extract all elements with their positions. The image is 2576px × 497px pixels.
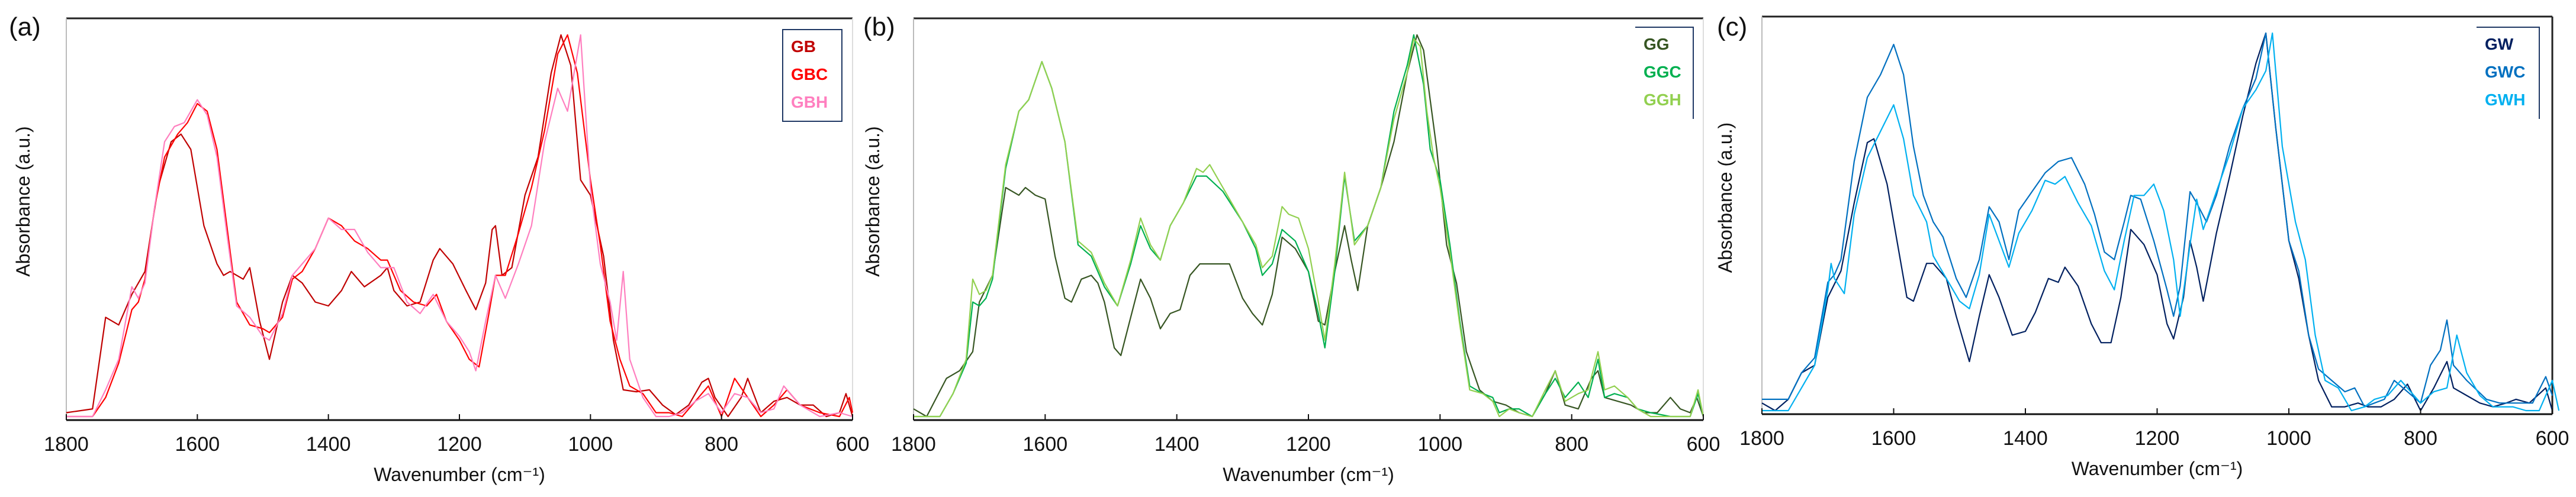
- series-line-gbc: [66, 34, 854, 418]
- legend-entry-gg: GG: [1644, 35, 1670, 53]
- x-tick-label: 1200: [1286, 433, 1331, 456]
- x-axis-title: Wavenumber (cm⁻¹): [2072, 458, 2243, 479]
- legend-entry-ggh: GGH: [1644, 91, 1681, 109]
- legend-entry-gwc: GWC: [2485, 63, 2525, 81]
- legend-entry-gbh: GBH: [791, 93, 828, 111]
- x-tick-label: 1800: [891, 433, 936, 456]
- legend-box: [2477, 27, 2540, 119]
- series-line-gwc: [1762, 32, 2554, 408]
- panel-b: 1800 1600 1400 1200 1000 800 600 Wavenumber (cm…: [862, 12, 1720, 485]
- series-line-gwh: [1762, 32, 2560, 412]
- x-tick-label: 1600: [175, 433, 220, 456]
- x-axis-title: Wavenumber (cm⁻¹): [1223, 464, 1394, 485]
- y-axis-title: Absorbance (a.u.): [862, 126, 883, 276]
- x-tick-label: 600: [1687, 433, 1720, 456]
- panel-a: 1800 1600 1400 1200 1000 800 600 Wavenumber (cm…: [9, 12, 869, 485]
- legend-box: [782, 29, 842, 122]
- x-tick-label: 1200: [437, 433, 482, 456]
- legend: GG GGC GGH: [1635, 27, 1694, 119]
- legend: GW GWC GWH: [2477, 27, 2540, 119]
- panel-label: (b): [863, 12, 895, 41]
- x-tick-label: 1800: [44, 433, 89, 456]
- x-tick-label: 1600: [1023, 433, 1068, 456]
- panel-c: 1800 1600 1400 1200 1000 800 600 Wavenumber (cm…: [1715, 12, 2569, 479]
- series-line-gb: [66, 34, 854, 418]
- x-tick-label: 1800: [1739, 427, 1784, 450]
- x-tick-label: 1000: [2266, 427, 2311, 450]
- x-tick-label: 600: [2536, 427, 2569, 450]
- x-tick-label: 1000: [568, 433, 613, 456]
- legend-entry-ggc: GGC: [1644, 63, 1681, 81]
- x-tick-label: 800: [705, 433, 738, 456]
- x-tick-label: 1000: [1418, 433, 1463, 456]
- y-axis-title: Absorbance (a.u.): [12, 126, 34, 276]
- x-tick-label: 1400: [1154, 433, 1199, 456]
- legend-box: [1635, 27, 1694, 119]
- x-axis-title: Wavenumber (cm⁻¹): [374, 464, 545, 485]
- x-tick-label: 1200: [2135, 427, 2180, 450]
- series-line-gbh: [66, 34, 853, 418]
- legend-entry-gwh: GWH: [2485, 91, 2525, 109]
- legend-entry-gbc: GBC: [791, 65, 828, 83]
- panel-label: (c): [1717, 12, 1747, 41]
- x-tick-label: 1400: [306, 433, 351, 456]
- legend-entry-gb: GB: [791, 37, 816, 56]
- legend-entry-gw: GW: [2485, 35, 2514, 53]
- x-tick-label: 600: [836, 433, 870, 456]
- series-line-ggh: [914, 38, 1705, 418]
- legend: GB GBC GBH: [782, 29, 842, 122]
- x-tick-label: 1600: [1871, 427, 1916, 450]
- y-axis-title: Absorbance (a.u.): [1715, 122, 1736, 273]
- panel-label: (a): [9, 12, 41, 41]
- x-tick-label: 800: [1555, 433, 1588, 456]
- x-tick-label: 800: [2404, 427, 2437, 450]
- series-line-gw: [1761, 32, 2554, 412]
- x-tick-label: 1400: [2003, 427, 2048, 450]
